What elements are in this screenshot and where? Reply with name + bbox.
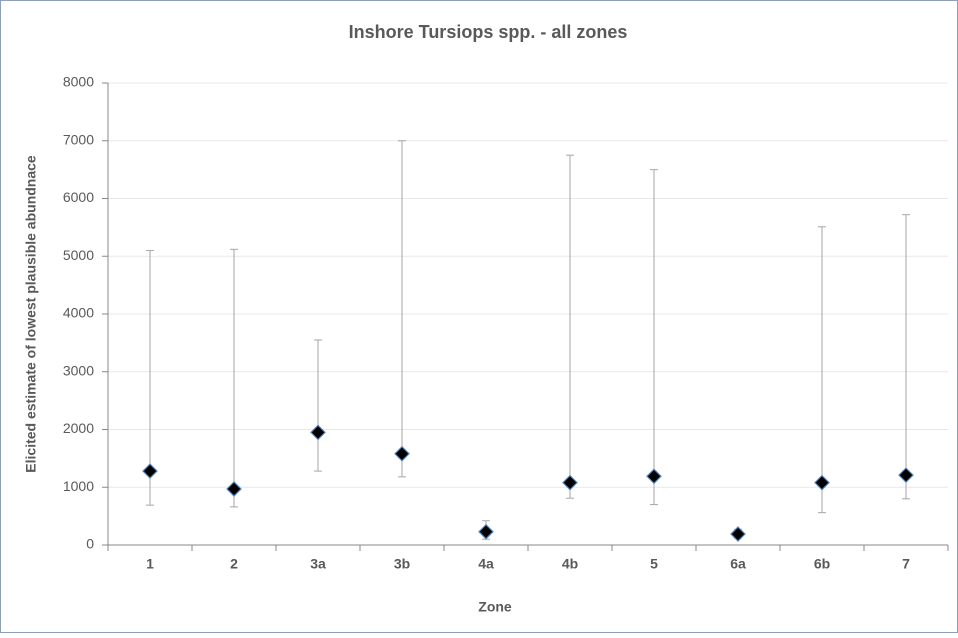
marker [142,463,158,479]
x-tick-label: 7 [902,556,910,572]
marker [814,474,830,491]
y-tick-label: 8000 [63,74,94,90]
x-tick-label: 3a [310,556,326,572]
x-axis-label: Zone [478,599,512,615]
y-tick-label: 5000 [63,247,94,263]
marker [394,445,410,462]
y-axis-label: Elicited estimate of lowest plausible ab… [23,155,39,473]
x-tick-label: 2 [230,556,238,572]
y-tick-label: 3000 [63,362,94,378]
y-tick-label: 4000 [63,305,94,321]
x-tick-label: 4b [562,556,578,572]
marker [646,468,662,485]
x-tick-label: 5 [650,556,658,572]
y-tick-label: 0 [86,536,94,552]
marker [730,526,746,542]
marker [478,523,494,540]
marker [226,481,242,497]
x-tick-label: 4a [478,556,494,572]
y-tick-label: 2000 [63,420,94,436]
marker [310,424,326,441]
y-tick-label: 1000 [63,478,94,494]
x-tick-label: 6b [814,556,830,572]
x-tick-label: 6a [730,556,746,572]
chart-title: Inshore Tursiops spp. - all zones [349,22,628,42]
marker [898,467,914,483]
y-tick-label: 6000 [63,189,94,205]
x-tick-label: 3b [394,556,410,572]
y-tick-label: 7000 [63,131,94,147]
x-tick-label: 1 [146,556,154,572]
marker [562,474,578,491]
